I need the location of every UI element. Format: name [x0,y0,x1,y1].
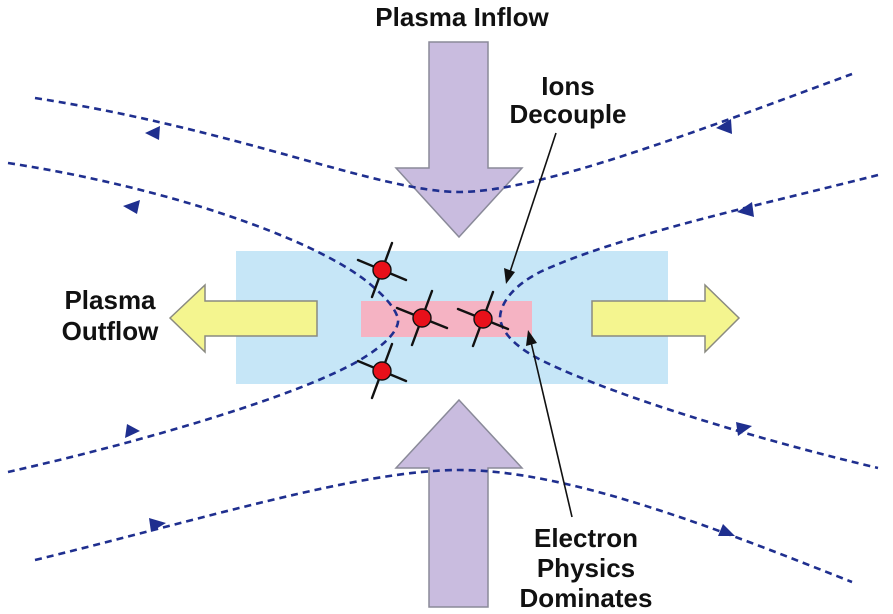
label-ions-decouple-line2: Decouple [509,99,626,129]
field-arrow-top-left [145,126,160,140]
inflow-arrow-bottom [394,398,524,608]
field-arrow-lower-left [125,424,140,438]
label-plasma-inflow: Plasma Inflow [375,2,549,32]
label-ions-decouple-line1: Ions [541,71,594,101]
label-plasma-outflow-line1: Plasma [64,285,156,315]
field-line-upper-left [7,161,400,474]
pointer-ions-decouple-head [504,268,515,284]
field-arrow-upper-left [123,200,140,214]
electron-diffusion-region [361,301,532,337]
field-arrow-bottom-left [149,518,166,532]
inflow-arrow-top [394,41,524,239]
particle-upper [356,241,408,299]
field-line-top [34,72,853,194]
label-electron-physics-line2: Physics [537,553,635,583]
pointer-ions-decouple [509,132,557,273]
pointer-electron-physics-head [526,330,537,346]
field-arrow-lower-right [736,422,752,436]
label-plasma-outflow-line2: Outflow [62,316,160,346]
field-arrow-upper-right [737,202,754,217]
particle-lower [356,342,408,400]
field-arrow-bottom-right [718,524,735,536]
outflow-arrow-right [591,283,741,354]
particle-middle-right [456,290,510,348]
field-line-upper-right [498,173,879,470]
outflow-arrow-left [168,283,318,354]
label-electron-physics-line3: Dominates [520,583,653,613]
particle-middle-left [395,289,449,347]
label-electron-physics-line1: Electron [534,523,638,553]
field-arrow-top-right [716,119,732,134]
field-line-bottom [34,468,853,584]
pointer-electron-physics [530,341,573,518]
